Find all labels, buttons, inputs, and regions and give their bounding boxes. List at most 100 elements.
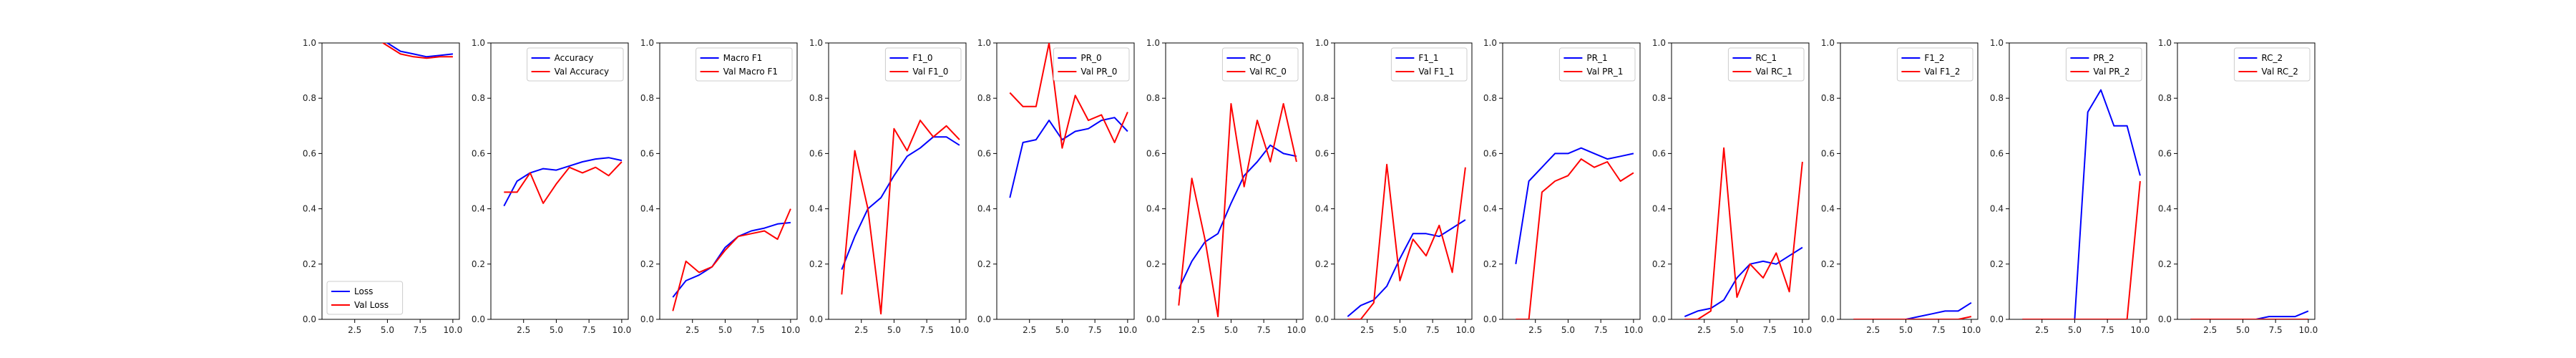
legend-label: Accuracy [555, 53, 594, 63]
x-tick-label: 7.5 [2101, 325, 2114, 335]
legend: PR_1 Val PR_1 [1558, 47, 1636, 82]
x-tick-label: 10.0 [2298, 325, 2318, 335]
y-tick-label: 0.0 [977, 314, 991, 324]
x-tick-label: 10.0 [950, 325, 969, 335]
x-tick-label: 2.5 [1866, 325, 1880, 335]
legend-box [1221, 47, 1299, 82]
series-line-val-f1-0 [841, 120, 960, 315]
y-tick-label: 0.6 [1821, 148, 1835, 158]
chart-panel-4: 0.0 0.2 0.4 0.6 0.8 1.0 2.5 5.0 7.5 10.0 PR_0 Val P… [977, 38, 1137, 335]
y-tick-label: 0.6 [977, 148, 991, 158]
y-tick-label: 1.0 [303, 38, 316, 48]
legend-label: Val F1_1 [1418, 67, 1454, 77]
legend-label: PR_0 [1080, 53, 1101, 63]
y-tick-label: 0.4 [1483, 204, 1497, 214]
y-tick-label: 0.8 [1483, 93, 1497, 103]
x-tick-label: 10.0 [612, 325, 631, 335]
y-tick-label: 0.6 [303, 148, 316, 158]
x-tick-label: 7.5 [1932, 325, 1946, 335]
series-line-val-pr-0 [1009, 43, 1128, 149]
legend-label: F1_2 [1924, 53, 1944, 63]
x-tick-label: 5.0 [1561, 325, 1575, 335]
series-line-pr-2 [2022, 89, 2141, 319]
chart-panel-6: 0.0 0.2 0.4 0.6 0.8 1.0 2.5 5.0 7.5 10.0 F1_1 Val F… [1315, 38, 1475, 335]
series-line-pr-1 [1515, 147, 1634, 264]
y-tick-label: 0.6 [1990, 148, 2004, 158]
y-tick-label: 0.0 [2158, 314, 2172, 324]
y-tick-label: 0.4 [640, 204, 654, 214]
y-tick-label: 0.2 [640, 259, 654, 269]
y-tick-label: 0.8 [1821, 93, 1835, 103]
series-line-f1-0 [841, 136, 960, 270]
legend: RC_2 Val RC_2 [2233, 47, 2311, 82]
legend-label: Val Loss [354, 300, 389, 310]
legend: RC_1 Val RC_1 [1727, 47, 1805, 82]
series-line-val-rc-1 [1684, 147, 1803, 319]
y-tick-label: 0.2 [1990, 259, 2004, 269]
y-tick-label: 0.2 [1315, 259, 1329, 269]
x-tick-label: 7.5 [414, 325, 427, 335]
y-tick-label: 0.6 [640, 148, 654, 158]
legend-box [1727, 47, 1805, 82]
legend-box [884, 47, 962, 82]
series-line-accuracy [503, 157, 623, 207]
y-tick-label: 0.0 [640, 314, 654, 324]
y-tick-label: 0.8 [303, 93, 316, 103]
x-tick-label: 2.5 [1360, 325, 1374, 335]
y-tick-label: 0.0 [1990, 314, 2004, 324]
x-tick-label: 5.0 [1730, 325, 1744, 335]
x-tick-label: 5.0 [2236, 325, 2250, 335]
y-tick-label: 0.0 [1821, 314, 1835, 324]
x-tick-label: 5.0 [550, 325, 563, 335]
axes-frame [490, 42, 629, 320]
axes-frame [2177, 42, 2316, 320]
y-tick-label: 1.0 [1146, 38, 1160, 48]
axes-frame [1502, 42, 1641, 320]
x-tick-label: 7.5 [2269, 325, 2283, 335]
legend-label: F1_1 [1418, 53, 1438, 63]
y-tick-label: 0.6 [1146, 148, 1160, 158]
y-tick-label: 1.0 [1990, 38, 2004, 48]
legend-box [527, 47, 624, 82]
series-line-f1-2 [1853, 301, 1972, 319]
y-tick-label: 0.8 [1315, 93, 1329, 103]
legend-label: PR_1 [1586, 53, 1607, 63]
legend: RC_0 Val RC_0 [1221, 47, 1299, 82]
x-tick-label: 5.0 [2068, 325, 2082, 335]
x-tick-label: 7.5 [1257, 325, 1271, 335]
x-tick-label: 2.5 [348, 325, 361, 335]
y-tick-label: 0.8 [640, 93, 654, 103]
legend-label: RC_1 [1755, 53, 1777, 63]
x-tick-label: 2.5 [2203, 325, 2217, 335]
chart-panel-5: 0.0 0.2 0.4 0.6 0.8 1.0 2.5 5.0 7.5 10.0 RC_0 Val R… [1146, 38, 1306, 335]
legend-box [326, 281, 404, 315]
y-tick-label: 0.6 [1652, 148, 1666, 158]
legend: Loss Val Loss [326, 281, 404, 315]
x-tick-label: 2.5 [1528, 325, 1542, 335]
legend-label: RC_0 [1249, 53, 1271, 63]
y-tick-label: 0.0 [1315, 314, 1329, 324]
series-line-loss [386, 43, 454, 58]
y-tick-label: 0.6 [1483, 148, 1497, 158]
y-tick-label: 0.2 [977, 259, 991, 269]
series-line-val-pr-1 [1516, 158, 1634, 319]
x-tick-label: 10.0 [1961, 325, 1981, 335]
series-line-val-macro-f1 [672, 208, 791, 311]
legend-label: F1_0 [912, 53, 932, 63]
x-tick-label: 7.5 [1426, 325, 1440, 335]
chart-panel-11: 0.0 0.2 0.4 0.6 0.8 1.0 2.5 5.0 7.5 10.0 RC_2 Val R… [2158, 38, 2318, 335]
x-tick-label: 5.0 [381, 325, 394, 335]
legend-label: Val Macro F1 [723, 67, 778, 77]
y-tick-label: 0.4 [1821, 204, 1835, 214]
legend: F1_0 Val F1_0 [884, 47, 962, 82]
chart-panel-0: 0.0 0.2 0.4 0.6 0.8 1.0 2.5 5.0 7.5 10.0 Loss Val L… [303, 38, 462, 335]
legend-box [2065, 47, 2142, 82]
x-tick-label: 5.0 [887, 325, 901, 335]
legend-box [1053, 47, 1130, 82]
y-tick-label: 0.4 [472, 204, 485, 214]
x-tick-label: 10.0 [781, 325, 800, 335]
chart-panel-8: 0.0 0.2 0.4 0.6 0.8 1.0 2.5 5.0 7.5 10.0 RC_1 Val R… [1652, 38, 1812, 335]
x-tick-label: 2.5 [1191, 325, 1205, 335]
x-tick-label: 10.0 [1118, 325, 1137, 335]
y-tick-label: 0.2 [1821, 259, 1835, 269]
